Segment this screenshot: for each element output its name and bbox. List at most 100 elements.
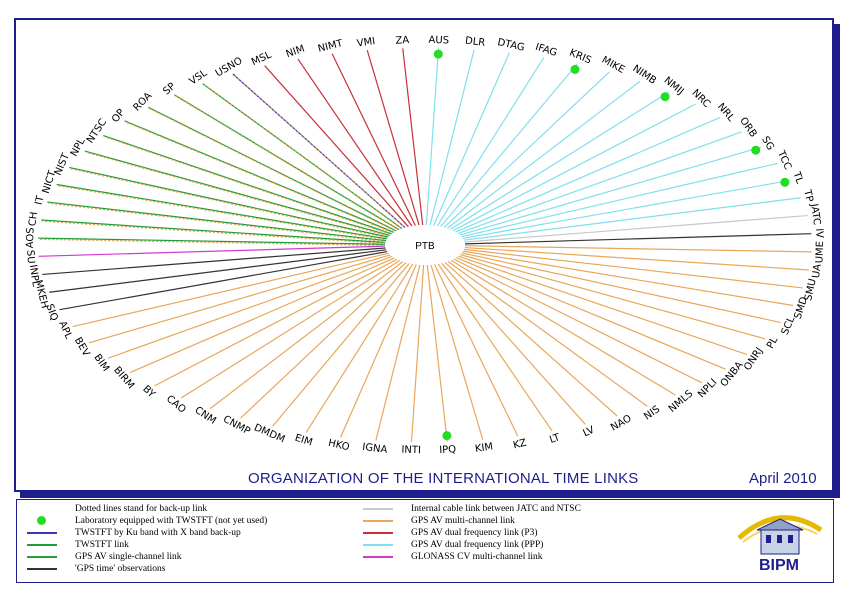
lab-label-birm: BIRM: [111, 365, 136, 391]
link-line-siq: [59, 250, 388, 311]
backup-line-nist: [70, 168, 390, 239]
lab-label-bev: BEV: [72, 336, 92, 359]
lab-label-ume: UME: [814, 241, 826, 264]
link-line-nim: [297, 58, 413, 227]
backup-line-vsl: [203, 84, 404, 231]
link-line-su: [38, 245, 386, 257]
link-line-nmij: [449, 91, 670, 230]
link-line-pl: [460, 253, 766, 340]
lab-label-lv: LV: [581, 425, 596, 440]
link-line-jatc: [464, 214, 808, 243]
link-line-igna: [375, 264, 421, 441]
link-line-by: [154, 258, 398, 387]
legend-label: TWSTFT by Ku band with X band back-up: [75, 528, 241, 538]
legend-label: GPS AV single-channel link: [75, 552, 182, 562]
twstft-dot-sg: [751, 145, 761, 155]
link-line-tl: [462, 179, 791, 240]
legend-label: Internal cable link between JATC and NTS…: [411, 504, 581, 514]
link-line-bim: [108, 255, 393, 359]
link-line-tp: [463, 197, 801, 241]
bipm-logo: BIPM: [737, 515, 823, 574]
twstft-dot-kris: [570, 64, 580, 74]
lab-label-pl: PL: [765, 335, 780, 351]
link-line-op: [124, 120, 395, 233]
lab-label-ipq: IPQ: [439, 444, 457, 456]
link-line-nis: [447, 260, 648, 407]
lab-label-cnmp: CNMP: [221, 414, 252, 438]
twstft-dot-tl: [780, 177, 790, 187]
lab-label-hko: HKO: [327, 438, 350, 453]
link-line-kris: [440, 63, 578, 227]
link-line-za: [402, 48, 424, 226]
lab-label-nrc: NRC: [689, 88, 712, 110]
link-line-dmdm: [272, 263, 410, 427]
link-line-cnmp: [240, 262, 407, 419]
legend-dot-icon: [37, 516, 46, 525]
legend-label: GLONASS CV multi-channel link: [411, 552, 543, 562]
link-line-smd: [462, 250, 794, 307]
link-line-birm: [129, 257, 395, 374]
lab-label-aos: AOS: [25, 227, 37, 248]
link-line-ipq: [426, 264, 448, 442]
legend-line-icon: [363, 508, 393, 510]
link-line-lv: [441, 262, 586, 425]
lab-label-nimt: NIMT: [317, 38, 345, 55]
lab-label-onba: ONBA: [719, 360, 746, 390]
lab-label-nim: NIM: [285, 44, 307, 61]
link-line-inti: [410, 264, 425, 442]
legend-label: Dotted lines stand for back-up link: [75, 504, 208, 514]
link-line-it: [47, 201, 387, 242]
lab-label-igna: IGNA: [362, 442, 388, 456]
diagram-date: April 2010: [749, 470, 817, 487]
backup-line-usno: [233, 74, 407, 230]
lab-label-ntsc: NTSC: [85, 117, 109, 146]
link-line-nimt: [331, 53, 416, 226]
link-line-mike: [443, 71, 610, 228]
lab-label-cao: CAO: [164, 394, 188, 416]
lab-label-msl: MSL: [250, 49, 274, 68]
link-line-tcc: [461, 162, 778, 238]
lab-label-tp: TP: [801, 188, 815, 203]
lab-label-ua: UA: [811, 263, 824, 279]
backup-line-it: [48, 202, 388, 243]
lab-label-inpl: INPL: [27, 264, 41, 288]
link-line-onba: [455, 257, 726, 370]
legend-line-icon: [363, 520, 393, 522]
legend-label: 'GPS time' observations: [75, 564, 166, 574]
legend-line-icon: [363, 532, 393, 534]
legend-label: GPS AV dual frequency link (P3): [411, 528, 538, 538]
lab-label-usno: USNO: [214, 55, 245, 79]
link-line-nimb: [446, 80, 641, 229]
link-line-msl: [264, 65, 409, 228]
lab-label-nao: NAO: [609, 413, 634, 434]
lab-label-apl: APL: [56, 319, 74, 341]
link-line-dlr: [429, 49, 475, 226]
link-line-aus: [425, 48, 440, 226]
lab-label-ch: CH: [27, 211, 40, 227]
link-line-lt: [437, 263, 553, 432]
legend: Dotted lines stand for back-up link Labor…: [16, 499, 834, 583]
lab-label-nis: NIS: [642, 404, 662, 423]
lab-label-inti: INTI: [401, 445, 421, 457]
links-layer: [38, 48, 812, 442]
lab-label-kim: KIM: [474, 441, 494, 455]
link-line-ch: [41, 219, 386, 244]
lab-label-onrj: ONRJ: [742, 346, 765, 373]
lab-label-smd: SMD: [793, 295, 811, 320]
legend-line-icon: [27, 568, 57, 570]
legend-line-icon: [27, 544, 57, 546]
lab-label-lt: LT: [548, 432, 562, 446]
link-line-eim: [305, 263, 414, 433]
ptb-center-label: PTB: [415, 241, 435, 252]
legend-label: GPS AV dual frequency link (PPP): [411, 540, 544, 550]
link-line-smu: [463, 248, 803, 289]
lab-label-eim: EIM: [293, 433, 313, 449]
backup-line-ntsc: [104, 136, 394, 236]
lab-label-vsl: VSL: [188, 67, 210, 87]
link-line-ntsc: [103, 134, 392, 235]
link-line-cnm: [209, 261, 404, 410]
ptb-center-node: [385, 225, 465, 265]
twstft-dots-layer: [433, 49, 790, 441]
lab-label-dtag: DTAG: [496, 37, 525, 54]
lab-label-tl: TL: [790, 170, 805, 186]
